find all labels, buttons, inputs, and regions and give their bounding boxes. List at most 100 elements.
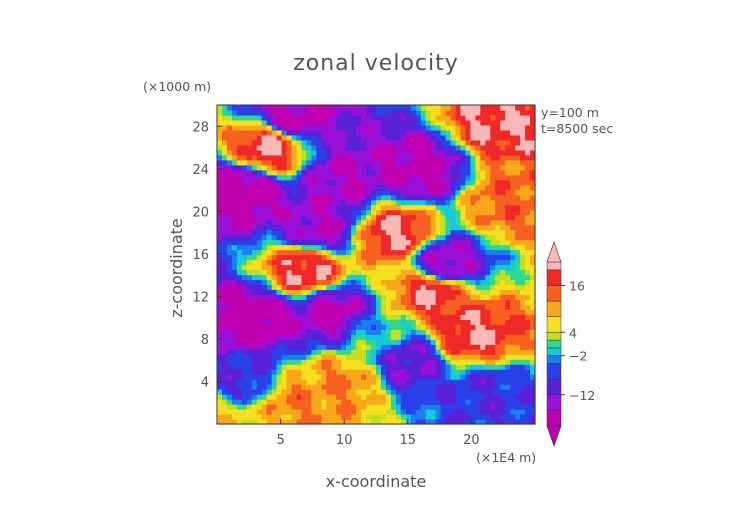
field-cell [455, 419, 462, 425]
field-cell [455, 309, 462, 315]
field-cell [490, 339, 496, 345]
field-cell [371, 289, 377, 295]
field-cell [246, 149, 253, 156]
field-cell [371, 109, 377, 116]
field-cell [311, 414, 317, 420]
field-cell [256, 164, 263, 171]
field-cell [366, 364, 372, 370]
field-cell [221, 394, 228, 400]
field-cell [480, 399, 486, 405]
field-cell [395, 194, 402, 201]
field-cell [286, 309, 293, 315]
field-cell [251, 339, 258, 345]
field-cell [251, 124, 258, 131]
field-cell [390, 124, 397, 131]
field-cell [450, 154, 457, 161]
field-cell [261, 284, 268, 291]
field-cell [341, 399, 347, 405]
field-cell [236, 169, 243, 176]
field-cell [415, 274, 422, 281]
field-cell [450, 309, 457, 315]
field-cell [321, 179, 327, 186]
field-cell [415, 349, 422, 355]
field-cell [385, 269, 392, 276]
field-cell [415, 239, 422, 246]
field-cell [380, 274, 387, 281]
field-cell [336, 284, 342, 291]
field-cell [306, 124, 313, 131]
field-cell [490, 229, 496, 236]
field-cell [356, 105, 362, 111]
field-cell [321, 139, 327, 146]
field-cell [311, 249, 317, 256]
field-cell [366, 214, 372, 221]
field-cell [465, 364, 472, 370]
field-cell [485, 319, 491, 325]
field-cell [217, 419, 223, 425]
field-cell [455, 394, 462, 400]
field-cell [241, 164, 248, 171]
field-cell [485, 374, 491, 380]
field-cell [246, 214, 253, 221]
field-cell [420, 374, 427, 380]
field-cell [351, 224, 357, 231]
field-cell [460, 149, 467, 156]
field-cell [435, 354, 442, 360]
field-cell [510, 224, 516, 231]
field-cell [520, 399, 526, 405]
field-cell [520, 294, 526, 300]
field-cell [301, 379, 308, 385]
field-cell [440, 204, 447, 211]
field-cell [435, 399, 442, 405]
field-cell [460, 409, 467, 415]
field-cell [346, 299, 352, 305]
field-cell [236, 239, 243, 246]
field-cell [261, 229, 268, 236]
field-cell [505, 164, 511, 171]
field-cell [415, 419, 422, 425]
field-cell [217, 164, 223, 171]
field-cell [470, 174, 476, 181]
field-cell [525, 324, 531, 330]
field-cell [246, 239, 253, 246]
field-cell [520, 274, 526, 281]
field-cell [520, 414, 526, 420]
field-cell [475, 105, 481, 111]
field-cell [316, 159, 322, 166]
field-cell [500, 324, 506, 330]
field-cell [515, 259, 521, 266]
field-cell [435, 384, 442, 390]
field-cell [311, 204, 317, 211]
field-cell [326, 409, 332, 415]
field-cell [430, 419, 437, 425]
field-cell [380, 354, 387, 360]
field-cell [231, 124, 238, 131]
field-cell [346, 229, 352, 236]
field-cell [226, 194, 233, 201]
field-cell [371, 249, 377, 256]
field-cell [415, 144, 422, 151]
field-cell [500, 354, 506, 360]
field-cell [385, 179, 392, 186]
field-cell [490, 269, 496, 276]
field-cell [371, 184, 377, 191]
field-cell [346, 114, 352, 121]
field-cell [356, 324, 362, 330]
field-cell [236, 279, 243, 286]
field-cell [236, 224, 243, 231]
field-cell [420, 259, 427, 266]
field-cell [261, 244, 268, 251]
field-cell [395, 289, 402, 295]
field-cell [520, 344, 526, 350]
field-cell [385, 149, 392, 156]
field-cell [450, 324, 457, 330]
field-cell [346, 124, 352, 131]
field-cell [385, 419, 392, 425]
field-cell [271, 129, 278, 136]
field-cell [226, 119, 233, 126]
field-cell [380, 114, 387, 121]
field-cell [321, 214, 327, 221]
field-cell [341, 324, 347, 330]
field-cell [221, 119, 228, 126]
